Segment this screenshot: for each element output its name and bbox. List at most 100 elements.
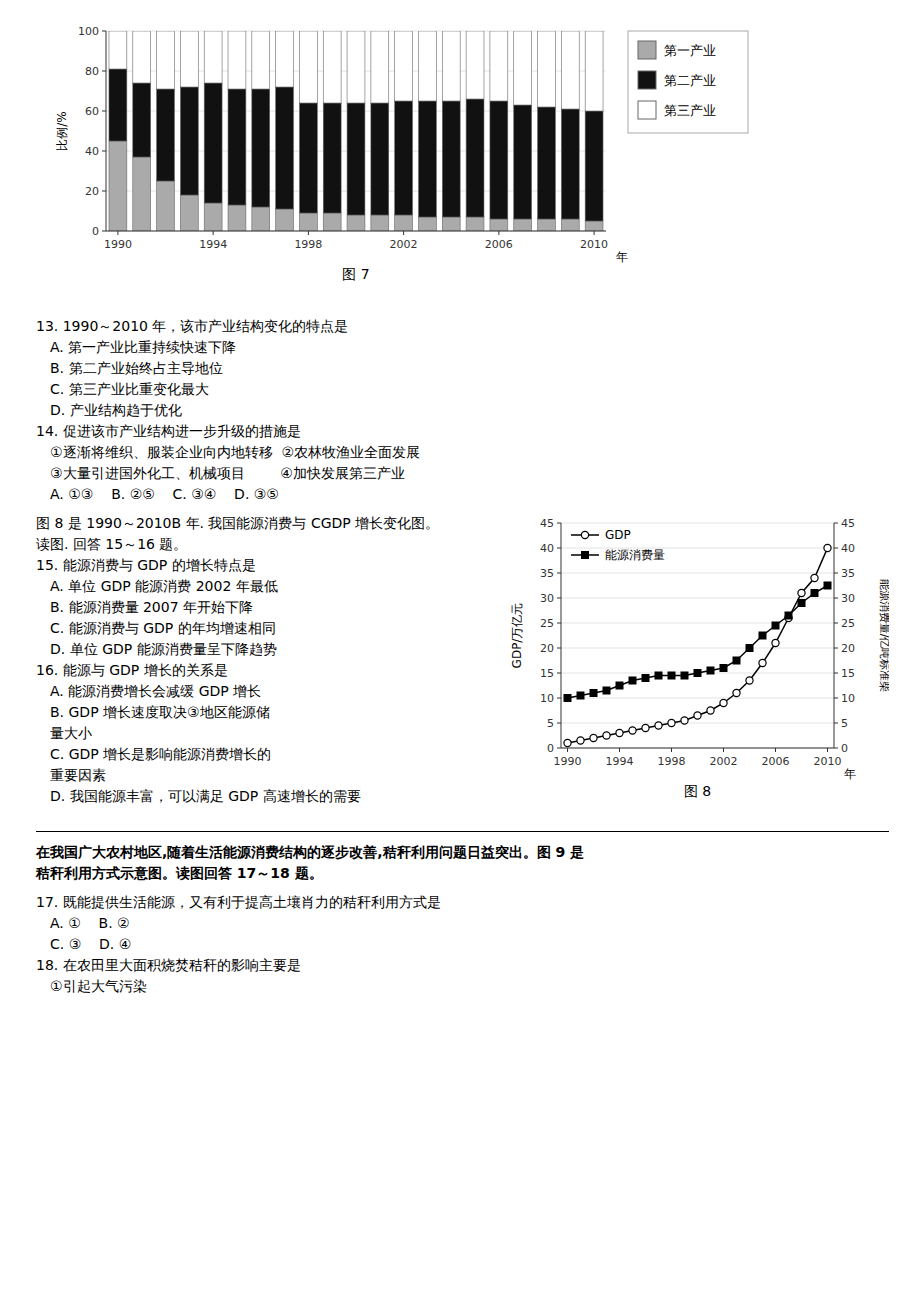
marker (577, 737, 584, 744)
text-line: 17. 既能提供生活能源，又有利于提高土壤肖力的秸秆利用方式是 (36, 892, 889, 913)
bar (347, 103, 365, 215)
axis-label: 年 (844, 767, 856, 781)
tick-label: 25 (540, 617, 554, 630)
tick (102, 191, 106, 192)
text-line: A. 能源消费增长会减缓 GDP 增长 (36, 681, 499, 702)
text-line: A. 单位 GDP 能源消费 2002 年最低 (36, 576, 499, 597)
tick-label: 80 (85, 65, 99, 78)
bar (252, 207, 270, 231)
tick-label: 1994 (199, 238, 227, 251)
line (568, 548, 828, 743)
tick-label: 40 (540, 542, 554, 555)
tick-label: 2002 (390, 238, 418, 251)
text-line: ①逐渐将维织、服装企业向内地转移 ②农林牧渔业全面发展 (36, 442, 889, 463)
bar (133, 31, 151, 83)
text-line: A. ① B. ② (36, 913, 889, 934)
bar (228, 205, 246, 231)
text-line: ③大量引进国外化工、机械项目 ④加快发展第三产业 (36, 463, 889, 484)
tick (557, 673, 561, 674)
text-line: C. GDP 增长是影响能源消费增长的 (36, 744, 499, 765)
tick-label: 45 (540, 517, 554, 530)
figure: 020406080100199019941998200220062010比例/%… (36, 16, 889, 310)
bar (157, 181, 175, 231)
row: 图 8 是 1990～2010B 年. 我国能源消费与 CGDP 增长变化图。读… (36, 513, 889, 817)
tick-label: 30 (540, 592, 554, 605)
tick-label: 15 (540, 667, 554, 680)
tick (102, 111, 106, 112)
text-line: B. GDP 增长速度取决③地区能源储 (36, 702, 499, 723)
marker (564, 739, 571, 746)
bar (157, 89, 175, 181)
marker (629, 677, 636, 684)
bar (585, 221, 603, 231)
marker (772, 622, 779, 629)
tick-label: 40 (85, 145, 99, 158)
tick-label: 0 (841, 742, 848, 755)
text-line: 图 8 是 1990～2010B 年. 我国能源消费与 CGDP 增长变化图。 (36, 513, 499, 534)
text-line: 读图. 回答 15～16 题。 (36, 534, 499, 555)
grid-line (561, 648, 834, 649)
marker (759, 659, 766, 666)
text-line: C. 第三产业比重变化最大 (36, 379, 889, 400)
bar (347, 215, 365, 231)
tick (619, 748, 620, 752)
bar (561, 109, 579, 219)
tick (403, 231, 404, 235)
marker (798, 589, 805, 596)
marker (720, 699, 727, 706)
tick (834, 548, 838, 549)
bar (276, 87, 294, 209)
marker (772, 639, 779, 646)
text-line: 在我国广大农村地区,随着生活能源消费结构的逐步改善,秸秆利用问题日益突出。图 9… (36, 842, 889, 863)
bar (561, 31, 579, 109)
marker (590, 734, 597, 741)
tick-label: 0 (547, 742, 554, 755)
marker (642, 724, 649, 731)
tick (834, 623, 838, 624)
marker (746, 645, 753, 652)
text-line: B. 能源消费量 2007 年开始下降 (36, 597, 499, 618)
chart: 0510152025303540450510152025303540451990… (509, 513, 889, 813)
tick-label: 20 (540, 642, 554, 655)
tick-label: 5 (841, 717, 848, 730)
text-line: D. 我国能源丰富，可以满足 GDP 高速增长的需要 (36, 786, 499, 807)
tick-label: 60 (85, 105, 99, 118)
bar (109, 141, 127, 231)
bar (419, 101, 437, 217)
marker (655, 722, 662, 729)
tick-label: 1990 (554, 755, 582, 768)
bar (538, 107, 556, 219)
bar (133, 83, 151, 157)
legend-label: 第一产业 (664, 43, 716, 58)
legend-marker (581, 531, 588, 538)
bar (466, 31, 484, 99)
axis-label: 比例/% (55, 111, 69, 150)
legend-label: 能源消费量 (605, 548, 665, 562)
text-line: ①引起大气污染 (36, 976, 889, 997)
tick (723, 748, 724, 752)
marker (707, 707, 714, 714)
marker (798, 600, 805, 607)
marker (629, 727, 636, 734)
legend-marker (582, 552, 589, 559)
grid-line (561, 623, 834, 624)
text-line: D. 产业结构趋于优化 (36, 400, 889, 421)
chart: 020406080100199019941998200220062010比例/%… (36, 16, 886, 306)
tick (213, 231, 214, 235)
tick (557, 523, 561, 524)
bar (347, 31, 365, 103)
bar (323, 31, 341, 103)
text-line: 18. 在农田里大面积烧焚秸秆的影响主要是 (36, 955, 889, 976)
bar (490, 101, 508, 219)
grid-line (561, 748, 834, 749)
tick (557, 548, 561, 549)
bar (109, 31, 127, 69)
grid-line (561, 698, 834, 699)
tick (834, 648, 838, 649)
tick-label: 1998 (294, 238, 322, 251)
bar (204, 83, 222, 203)
marker (694, 712, 701, 719)
bar (299, 213, 317, 231)
text-line: 量大小 (36, 723, 499, 744)
tick (557, 648, 561, 649)
